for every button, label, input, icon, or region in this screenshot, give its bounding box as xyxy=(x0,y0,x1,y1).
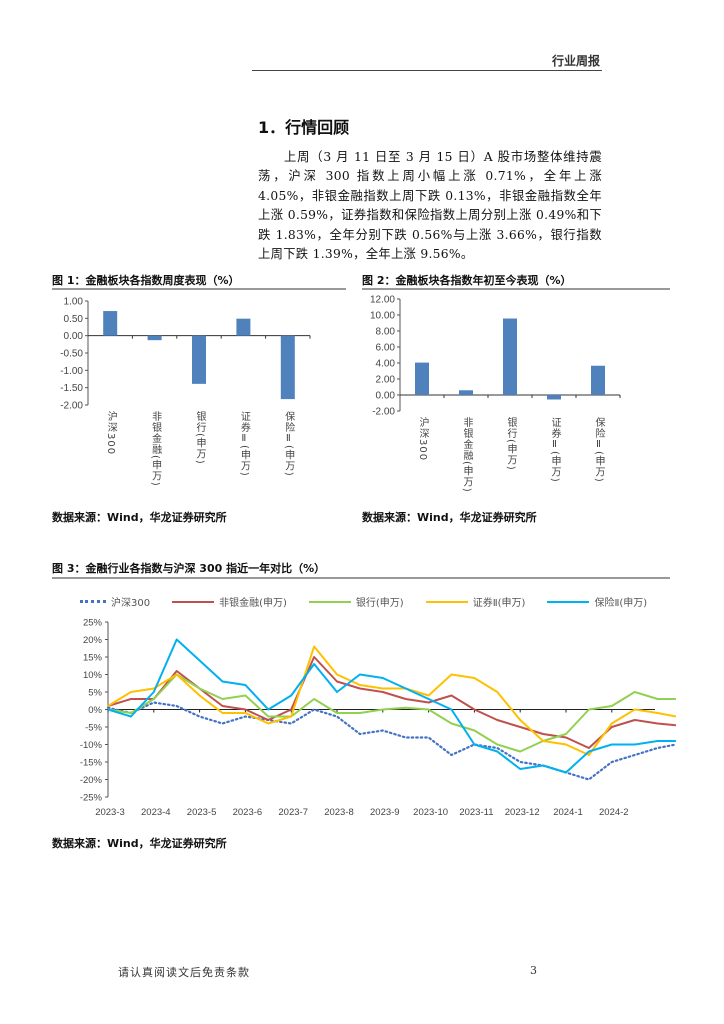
insurance-line xyxy=(107,638,676,774)
y-tick-label: -15% xyxy=(80,758,103,769)
legend-label: 银行(申万) xyxy=(355,598,404,609)
y-tick-label: 20% xyxy=(83,635,103,646)
legend-item-securities: 证券Ⅱ(申万) xyxy=(425,594,526,609)
x-tick-label: 2023-10 xyxy=(413,807,448,818)
x-tick-label: 2023-11 xyxy=(459,807,493,818)
figure2-source: 数据来源：Wind，华龙证券研究所 xyxy=(362,511,537,524)
legend-swatch xyxy=(172,600,215,603)
figure2-divider xyxy=(362,288,670,290)
figure2-title: 图 2：金融板块各指数年初至今表现（%） xyxy=(362,274,572,287)
x-tick-label: 2023-12 xyxy=(505,807,540,818)
x-tick-label: 2023-4 xyxy=(141,807,171,818)
y-tick-label: -10% xyxy=(80,740,103,751)
x-tick-label: 2023-7 xyxy=(278,807,308,818)
legend-swatch xyxy=(80,600,106,603)
x-tick-label: 2023-9 xyxy=(370,807,400,818)
legend-label: 沪深300 xyxy=(111,598,151,609)
bank-line xyxy=(107,673,676,753)
y-tick-label: 10% xyxy=(83,670,103,681)
figure1-title: 图 1：金融板块各指数周度表现（%） xyxy=(52,274,240,287)
disclaimer-note: 请认真阅读文后免责条款 xyxy=(118,966,250,979)
hs300-line xyxy=(106,701,678,781)
review-paragraph: 上周（3 月 11 日至 3 月 15 日）A 股市场整体维持震荡，沪深 300… xyxy=(258,150,602,262)
x-tick-label: 2024-2 xyxy=(599,807,629,818)
nonbank-line xyxy=(107,656,676,749)
x-tick-label: 2023-8 xyxy=(324,807,354,818)
figure3-source: 数据来源：Wind，华龙证券研究所 xyxy=(52,837,227,850)
legend-item-bank: 银行(申万) xyxy=(308,594,404,609)
y-tick-label: 15% xyxy=(83,653,103,664)
x-tick-label: 2023-5 xyxy=(187,807,217,818)
securities-line xyxy=(107,645,677,756)
legend-label: 证券Ⅱ(申万) xyxy=(472,598,526,609)
y-tick-label: 25% xyxy=(83,618,103,629)
page-number: 3 xyxy=(530,964,537,977)
figure3-divider xyxy=(52,577,670,579)
section-title: 1．行情回顾 xyxy=(258,118,350,137)
legend-swatch xyxy=(308,600,351,603)
y-tick-label: -20% xyxy=(80,775,103,786)
header-divider xyxy=(252,70,602,71)
report-type-header: 行业周报 xyxy=(551,54,600,68)
y-tick-label: -5% xyxy=(85,723,102,734)
x-tick-label: 2023-6 xyxy=(233,807,263,818)
legend-item-hs300: 沪深300 xyxy=(80,594,150,609)
y-tick-label: 5% xyxy=(88,688,102,699)
x-tick-label: 2023-3 xyxy=(95,807,125,818)
figure1-source: 数据来源：Wind，华龙证券研究所 xyxy=(52,511,227,524)
figure3-title: 图 3：金融行业各指数与沪深 300 指近一年对比（%） xyxy=(52,562,326,575)
legend-label: 非银金融(申万) xyxy=(219,598,287,609)
y-tick-label: -25% xyxy=(80,793,103,804)
legend-item-nonbank: 非银金融(申万) xyxy=(172,594,287,609)
legend-swatch xyxy=(425,600,468,603)
x-tick-label: 2024-1 xyxy=(553,807,583,818)
legend-label: 保险Ⅱ(申万) xyxy=(594,598,648,609)
y-tick-label: 0% xyxy=(88,705,102,716)
legend-swatch xyxy=(547,600,590,603)
legend-item-insurance: 保险Ⅱ(申万) xyxy=(547,594,647,609)
figure1-divider xyxy=(52,288,346,290)
figure3-legend: 沪深300 非银金融(申万) 银行(申万) 证券Ⅱ(申万) 保险Ⅱ(申万) xyxy=(80,594,647,609)
